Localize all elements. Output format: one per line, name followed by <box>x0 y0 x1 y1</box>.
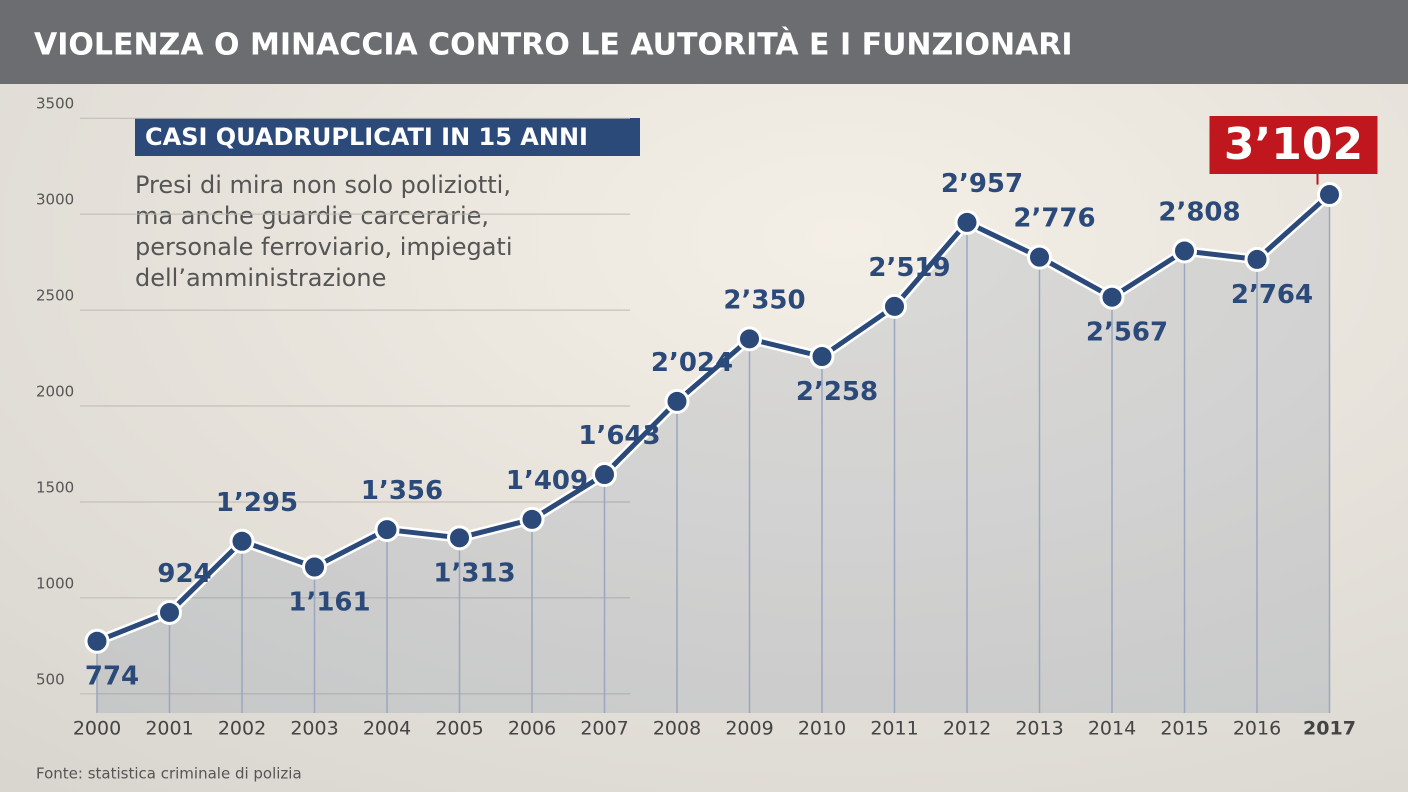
value-label: 2’350 <box>723 285 805 315</box>
value-label: 924 <box>157 559 211 589</box>
source: Fonte: statistica criminale di polizia <box>36 765 302 783</box>
value-label: 1’409 <box>506 466 588 496</box>
x-tick-label: 2007 <box>580 718 628 740</box>
value-label: 2’258 <box>796 377 878 407</box>
point <box>664 388 690 414</box>
value-label: 2’776 <box>1013 204 1095 234</box>
description-line: Presi di mira non solo poliziotti, <box>135 171 511 199</box>
value-label: 3’102 <box>1224 119 1363 170</box>
x-tick-label: 2001 <box>145 718 193 740</box>
x-tick-label: 2008 <box>653 718 701 740</box>
description-line: personale ferroviario, impiegati <box>135 233 513 261</box>
description-line: dell’amministrazione <box>135 264 386 292</box>
y-tick-label: 3000 <box>36 191 74 209</box>
point <box>84 628 110 654</box>
value-label: 2’957 <box>941 169 1023 199</box>
point <box>737 326 762 352</box>
subtitle-box <box>135 118 640 156</box>
value-label: 2’808 <box>1158 197 1240 227</box>
point <box>809 343 835 369</box>
x-tick-label: 2003 <box>290 718 338 740</box>
point <box>229 528 255 554</box>
value-label: 2’519 <box>868 253 950 283</box>
point <box>1027 244 1052 270</box>
point <box>157 599 182 625</box>
value-label: 2’567 <box>1086 318 1168 348</box>
x-tick-label: 2005 <box>435 718 483 740</box>
line <box>96 192 1332 644</box>
point <box>1317 182 1342 208</box>
x-tick-label: 2004 <box>363 718 411 740</box>
x-tick-label: 2017 <box>1303 718 1356 740</box>
x-tick-label: 2013 <box>1015 718 1063 740</box>
x-tick-label: 2006 <box>508 718 556 740</box>
point <box>1172 238 1197 264</box>
x-tick-label: 2016 <box>1233 718 1281 740</box>
header-bar <box>0 0 1408 84</box>
y-tick-label: 500 <box>36 670 65 688</box>
y-tick-label: 1000 <box>36 574 74 592</box>
subtitle: CASI QUADRUPLICATI IN 15 ANNI <box>145 123 588 151</box>
description-line: ma anche guardie carcerarie, <box>135 202 489 230</box>
value-label: 1’313 <box>433 558 515 588</box>
value-label: 774 <box>85 662 139 692</box>
x-tick-label: 2011 <box>870 718 918 740</box>
chart-title: VIOLENZA O MINACCIA CONTRO LE AUTORITÀ E… <box>34 27 1073 63</box>
x-tick-label: 2015 <box>1160 718 1208 740</box>
x-tick-label: 2010 <box>798 718 846 740</box>
x-tick-label: 2014 <box>1088 718 1136 740</box>
highlight-box <box>1209 116 1378 174</box>
point <box>592 461 617 487</box>
y-tick-label: 3500 <box>36 95 74 113</box>
point <box>302 554 327 580</box>
y-tick-label: 1500 <box>36 478 74 496</box>
value-label: 1’161 <box>288 587 370 617</box>
x-tick-label: 2002 <box>218 718 266 740</box>
point <box>882 293 907 319</box>
point <box>1099 284 1125 310</box>
area <box>97 194 1330 713</box>
point <box>519 506 545 532</box>
point <box>447 525 472 551</box>
value-label: 1’295 <box>216 488 298 518</box>
point <box>374 517 400 543</box>
value-label: 1’643 <box>578 421 660 451</box>
value-label: 2’024 <box>651 348 733 378</box>
value-label: 2’764 <box>1231 280 1313 310</box>
point <box>954 209 980 235</box>
x-tick-label: 2000 <box>73 718 121 740</box>
value-label: 1’356 <box>361 476 443 506</box>
x-tick-label: 2012 <box>943 718 991 740</box>
x-tick-label: 2009 <box>725 718 773 740</box>
y-tick-label: 2000 <box>36 383 74 401</box>
y-tick-label: 2500 <box>36 287 74 305</box>
point <box>1244 246 1270 272</box>
